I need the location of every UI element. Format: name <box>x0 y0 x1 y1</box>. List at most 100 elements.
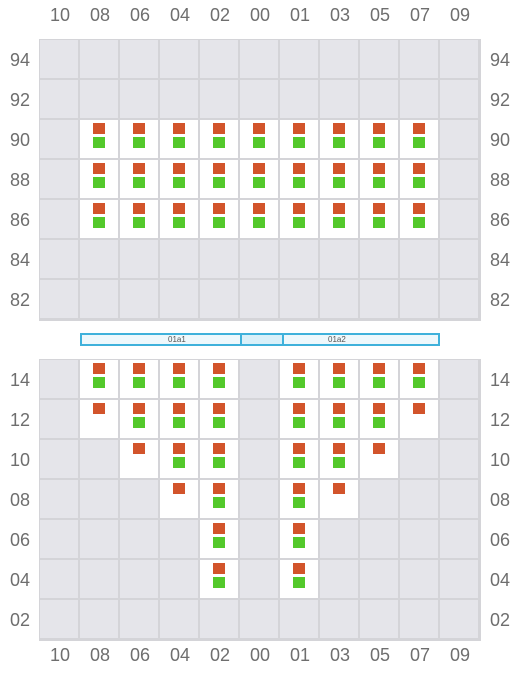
seat-cell[interactable] <box>200 480 240 520</box>
lower-seat-grid <box>39 359 481 641</box>
seat-cell[interactable] <box>400 160 440 200</box>
seat-cell[interactable] <box>120 440 160 480</box>
seat-cell[interactable] <box>120 160 160 200</box>
seat-cell[interactable] <box>400 200 440 240</box>
seat-cell[interactable] <box>400 360 440 400</box>
seat-cell[interactable] <box>400 400 440 440</box>
seat-cell[interactable] <box>320 400 360 440</box>
seat-cell <box>240 240 280 280</box>
seat-cell <box>80 80 120 120</box>
green-marker <box>253 217 265 228</box>
seat-cell <box>40 480 80 520</box>
seat-cell[interactable] <box>360 400 400 440</box>
seat-cell[interactable] <box>360 440 400 480</box>
seat-cell[interactable] <box>240 120 280 160</box>
seat-cell[interactable] <box>280 120 320 160</box>
seat-cell[interactable] <box>200 360 240 400</box>
seat-cell[interactable] <box>400 120 440 160</box>
seat-cell <box>280 40 320 80</box>
seat-cell[interactable] <box>160 440 200 480</box>
green-marker <box>133 377 145 388</box>
seat-cell[interactable] <box>200 560 240 600</box>
seat-cell[interactable] <box>320 160 360 200</box>
green-marker <box>213 537 225 548</box>
red-marker <box>213 203 225 214</box>
seat-cell <box>400 80 440 120</box>
seat-cell[interactable] <box>280 360 320 400</box>
seat-cell[interactable] <box>360 160 400 200</box>
seat-cell[interactable] <box>280 400 320 440</box>
red-marker <box>373 123 385 134</box>
row-label: 94 <box>9 50 31 70</box>
seat-cell[interactable] <box>80 200 120 240</box>
seat-cell <box>160 80 200 120</box>
seat-cell[interactable] <box>360 120 400 160</box>
seat-cell[interactable] <box>160 480 200 520</box>
seat-cell[interactable] <box>200 120 240 160</box>
seat-cell[interactable] <box>280 480 320 520</box>
row-label: 84 <box>489 250 511 270</box>
row-label: 02 <box>9 610 31 630</box>
red-marker <box>133 443 145 454</box>
green-marker <box>293 537 305 548</box>
seat-cell <box>160 240 200 280</box>
seat-cell[interactable] <box>200 400 240 440</box>
seat-cell[interactable] <box>80 360 120 400</box>
seat-cell[interactable] <box>360 200 400 240</box>
seat-cell[interactable] <box>80 160 120 200</box>
seat-cell[interactable] <box>320 440 360 480</box>
column-label: 00 <box>249 5 271 25</box>
row-label: 06 <box>489 530 511 550</box>
seat-cell[interactable] <box>200 200 240 240</box>
column-label: 09 <box>449 5 471 25</box>
green-marker <box>293 217 305 228</box>
seat-cell[interactable] <box>280 160 320 200</box>
seat-cell[interactable] <box>160 120 200 160</box>
seat-cell[interactable] <box>240 160 280 200</box>
seat-cell[interactable] <box>160 200 200 240</box>
seat-cell[interactable] <box>280 520 320 560</box>
green-marker <box>293 577 305 588</box>
seat-cell[interactable] <box>120 200 160 240</box>
seat-cell[interactable] <box>280 200 320 240</box>
red-marker <box>293 523 305 534</box>
seat-cell <box>240 480 280 520</box>
seat-cell <box>320 80 360 120</box>
green-marker <box>373 217 385 228</box>
green-marker <box>173 137 185 148</box>
row-label: 12 <box>9 410 31 430</box>
seat-cell[interactable] <box>320 360 360 400</box>
seat-cell <box>320 520 360 560</box>
seat-cell[interactable] <box>240 200 280 240</box>
red-marker <box>133 403 145 414</box>
seat-cell[interactable] <box>120 360 160 400</box>
seat-cell <box>120 560 160 600</box>
seat-cell[interactable] <box>280 560 320 600</box>
seat-cell[interactable] <box>80 120 120 160</box>
seat-cell[interactable] <box>320 120 360 160</box>
seat-cell <box>240 80 280 120</box>
green-marker <box>213 217 225 228</box>
seat-cell[interactable] <box>160 160 200 200</box>
row-label: 06 <box>9 530 31 550</box>
seat-cell <box>240 280 280 320</box>
green-marker <box>373 377 385 388</box>
seat-cell[interactable] <box>80 400 120 440</box>
seat-cell <box>240 560 280 600</box>
seat-cell <box>320 560 360 600</box>
seat-cell[interactable] <box>200 440 240 480</box>
seat-cell[interactable] <box>280 440 320 480</box>
red-marker <box>333 163 345 174</box>
seat-cell[interactable] <box>320 200 360 240</box>
seat-cell[interactable] <box>320 480 360 520</box>
seat-cell[interactable] <box>160 400 200 440</box>
seat-cell[interactable] <box>360 360 400 400</box>
row-label: 90 <box>9 130 31 150</box>
seat-cell[interactable] <box>200 160 240 200</box>
row-label: 86 <box>9 210 31 230</box>
red-marker <box>293 443 305 454</box>
seat-cell[interactable] <box>200 520 240 560</box>
seat-cell[interactable] <box>120 400 160 440</box>
seat-cell[interactable] <box>120 120 160 160</box>
seat-cell[interactable] <box>160 360 200 400</box>
